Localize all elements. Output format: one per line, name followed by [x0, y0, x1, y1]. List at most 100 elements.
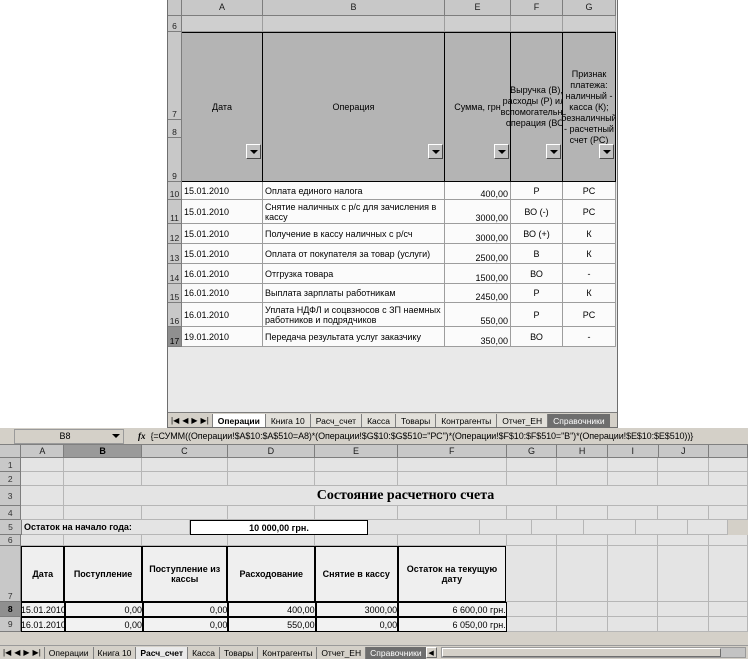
column-header-k[interactable]: [709, 445, 748, 458]
row-header-1[interactable]: 1: [0, 458, 22, 472]
cell-f6[interactable]: [511, 16, 563, 32]
row-header-12[interactable]: 12: [168, 224, 182, 244]
cell-e6[interactable]: [445, 16, 511, 32]
operation-description[interactable]: Оплата от покупателя за товар (услуги): [263, 244, 445, 264]
column-header-b[interactable]: B: [263, 0, 445, 16]
operation-description[interactable]: Оплата единого налога: [263, 182, 445, 200]
cell-h5[interactable]: [532, 520, 584, 535]
row-balance[interactable]: 6 050,00 грн.: [398, 617, 507, 632]
cell-g9[interactable]: [506, 617, 558, 632]
column-header-f[interactable]: F: [397, 445, 507, 458]
column-header-e[interactable]: E: [445, 0, 511, 16]
cell-g6[interactable]: [506, 535, 558, 546]
row-date[interactable]: 15.01.2010: [21, 602, 66, 617]
cell-f6[interactable]: [397, 535, 507, 546]
select-all-corner[interactable]: [168, 0, 182, 16]
formula-input[interactable]: {=СУММ((Операции!$A$10:$A$510=A8)*(Опера…: [150, 431, 694, 441]
cell-i2[interactable]: [607, 472, 659, 486]
cell-k5[interactable]: [688, 520, 728, 535]
cell-k7[interactable]: [709, 546, 748, 602]
col-header-to-cash[interactable]: Снятие в кассу: [314, 546, 398, 602]
sheet-tab-отчет-ен[interactable]: Отчет_ЕН: [316, 647, 365, 659]
column-header-j[interactable]: J: [658, 445, 710, 458]
header-cell-kind[interactable]: Выручка (В), расходы (Р) или вспомогател…: [501, 32, 572, 182]
operation-kind[interactable]: Р: [511, 303, 563, 327]
sheet-tabs-top[interactable]: Операции Книга 10 Расч_счет Касса Товары Конт…: [211, 413, 610, 427]
operation-sum[interactable]: 350,00: [445, 327, 511, 347]
row-header-9[interactable]: 9: [168, 138, 182, 182]
operation-kind[interactable]: ВО: [511, 327, 563, 347]
first-sheet-icon[interactable]: |◀: [171, 415, 180, 425]
row-to-cash[interactable]: 3000,00: [315, 602, 399, 617]
operation-kind[interactable]: В: [511, 244, 563, 264]
operation-payment[interactable]: РС: [563, 182, 616, 200]
column-header-f[interactable]: F: [511, 0, 563, 16]
sheet-tab-касса[interactable]: Касса: [187, 647, 219, 659]
column-header-i[interactable]: I: [607, 445, 659, 458]
row-header-8[interactable]: 8: [0, 602, 22, 617]
operation-date[interactable]: 16.01.2010: [182, 303, 263, 327]
cell-e2[interactable]: [315, 472, 398, 486]
operation-description[interactable]: Передача результата услуг заказчику: [263, 327, 445, 347]
cell-d2[interactable]: [227, 472, 316, 486]
cell-j6[interactable]: [658, 535, 709, 546]
cell-c6[interactable]: [142, 535, 228, 546]
row-header-6[interactable]: 6: [0, 535, 22, 546]
sheet-tab-расч-счет[interactable]: Расч_счет: [135, 647, 188, 659]
cell-g2[interactable]: [506, 472, 558, 486]
cell-i1[interactable]: [607, 458, 659, 472]
last-sheet-icon[interactable]: ▶|: [200, 415, 209, 425]
filter-dropdown-icon-kind[interactable]: [546, 144, 561, 159]
col-header-income[interactable]: Поступление: [64, 546, 142, 602]
row-expense[interactable]: 550,00: [228, 617, 316, 632]
cell-f5[interactable]: [368, 520, 480, 535]
cell-i7[interactable]: [607, 546, 659, 602]
operation-payment[interactable]: К: [563, 284, 616, 303]
cell-h2[interactable]: [557, 472, 608, 486]
row-income[interactable]: 0,00: [65, 602, 143, 617]
cell-b6[interactable]: [263, 16, 445, 32]
row-from-cash[interactable]: 0,00: [142, 617, 229, 632]
sheet-nav-buttons-top[interactable]: |◀ ◀ ▶ ▶|: [168, 416, 212, 425]
column-header-g[interactable]: G: [506, 445, 558, 458]
opening-balance-label[interactable]: Остаток на начало года:: [22, 520, 190, 535]
cell-j1[interactable]: [658, 458, 709, 472]
column-header-g[interactable]: G: [563, 0, 616, 16]
cell-j7[interactable]: [658, 546, 710, 602]
cell-h9[interactable]: [557, 617, 608, 632]
cell-f4[interactable]: [397, 506, 507, 520]
operation-sum[interactable]: 3000,00: [445, 200, 511, 224]
column-header-a[interactable]: A: [21, 445, 65, 458]
cell-h8[interactable]: [557, 602, 608, 617]
operation-kind[interactable]: Р: [511, 284, 563, 303]
cell-f2[interactable]: [397, 472, 507, 486]
row-income[interactable]: 0,00: [65, 617, 143, 632]
row-header-16[interactable]: 16: [168, 303, 182, 327]
filter-dropdown-icon-payment[interactable]: [599, 144, 614, 159]
sheet-tab-контрагенты[interactable]: Контрагенты: [257, 647, 316, 659]
row-header-17[interactable]: 17: [168, 327, 182, 347]
cell-h4[interactable]: [557, 506, 608, 520]
column-header-e[interactable]: E: [315, 445, 398, 458]
cell-a6[interactable]: [182, 16, 263, 32]
header-cell-operation[interactable]: Операция: [263, 32, 445, 182]
cell-i5[interactable]: [584, 520, 636, 535]
sheet-tabs-bottom[interactable]: Операции Книга 10 Расч_счет Касса Товары Конт…: [43, 645, 426, 659]
cell-k1[interactable]: [709, 458, 748, 472]
column-header-b[interactable]: B: [64, 445, 143, 458]
filter-dropdown-icon-date[interactable]: [246, 144, 261, 159]
operation-kind[interactable]: ВО (-): [511, 200, 563, 224]
row-from-cash[interactable]: 0,00: [142, 602, 229, 617]
prev-sheet-icon[interactable]: ◀: [182, 415, 189, 425]
cell-b6[interactable]: [64, 535, 143, 546]
cell-g5[interactable]: [480, 520, 532, 535]
row-header-7[interactable]: 7: [0, 546, 22, 602]
operations-sheet-window[interactable]: A B E F G 6 7 8 9 Дата: [167, 0, 618, 428]
cell-c2[interactable]: [142, 472, 228, 486]
cell-g7[interactable]: [506, 546, 558, 602]
sheet-tab-операции[interactable]: Операции: [43, 647, 93, 659]
cell-i9[interactable]: [607, 617, 659, 632]
cell-h7[interactable]: [557, 546, 608, 602]
formula-bar[interactable]: B8 fx {=СУММ((Операции!$A$10:$A$510=A8)*…: [0, 428, 748, 445]
cell-d1[interactable]: [227, 458, 316, 472]
